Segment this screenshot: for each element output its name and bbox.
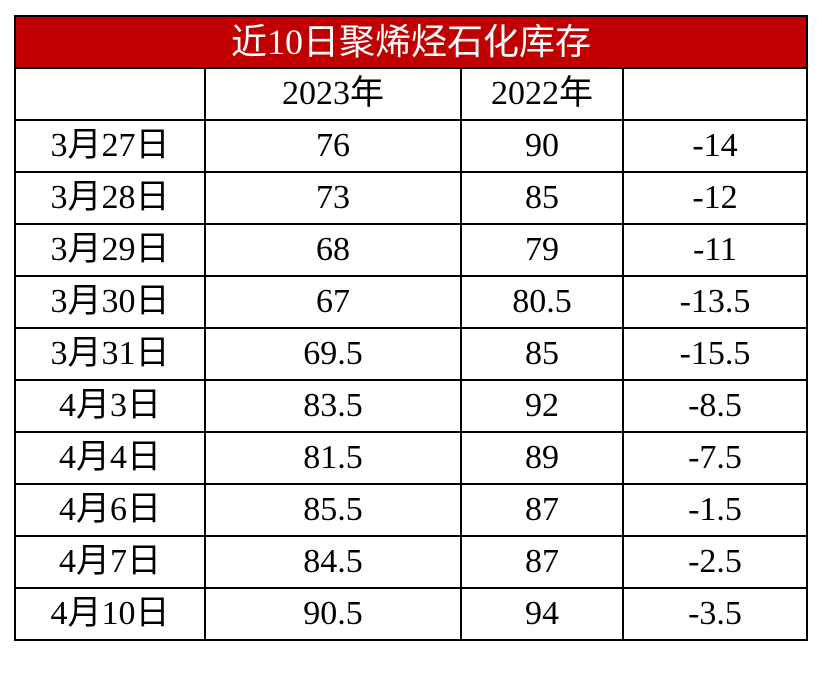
value-cell: 76 — [204, 119, 462, 173]
value-cell: 87 — [460, 535, 624, 589]
data-row: 3月27日 76 90 -14 — [14, 119, 808, 173]
value-cell: 94 — [460, 587, 624, 641]
value-cell: -8.5 — [622, 379, 808, 433]
header-cell — [14, 67, 206, 121]
value-cell: 85 — [460, 171, 624, 225]
value-cell: 87 — [460, 483, 624, 537]
data-row: 4月4日 81.5 89 -7.5 — [14, 431, 808, 485]
data-row: 4月6日 85.5 87 -1.5 — [14, 483, 808, 537]
header-row: 2023年 2022年 — [14, 67, 808, 121]
date-cell: 3月30日 — [14, 275, 206, 329]
value-cell: 79 — [460, 223, 624, 277]
date-cell: 4月10日 — [14, 587, 206, 641]
date-cell: 3月27日 — [14, 119, 206, 173]
value-cell: -1.5 — [622, 483, 808, 537]
data-row: 4月7日 84.5 87 -2.5 — [14, 535, 808, 589]
date-cell: 3月28日 — [14, 171, 206, 225]
value-cell: 90 — [460, 119, 624, 173]
data-row: 3月29日 68 79 -11 — [14, 223, 808, 277]
header-cell — [622, 67, 808, 121]
value-cell: -14 — [622, 119, 808, 173]
value-cell: -15.5 — [622, 327, 808, 381]
date-cell: 3月29日 — [14, 223, 206, 277]
table-title: 近10日聚烯烃石化库存 — [14, 15, 808, 69]
header-cell: 2023年 — [204, 67, 462, 121]
value-cell: 73 — [204, 171, 462, 225]
data-row: 3月31日 69.5 85 -15.5 — [14, 327, 808, 381]
value-cell: 67 — [204, 275, 462, 329]
value-cell: 85.5 — [204, 483, 462, 537]
data-row: 3月28日 73 85 -12 — [14, 171, 808, 225]
value-cell: -2.5 — [622, 535, 808, 589]
value-cell: 68 — [204, 223, 462, 277]
data-row: 4月3日 83.5 92 -8.5 — [14, 379, 808, 433]
value-cell: 83.5 — [204, 379, 462, 433]
data-row: 3月30日 67 80.5 -13.5 — [14, 275, 808, 329]
value-cell: -11 — [622, 223, 808, 277]
inventory-table: 近10日聚烯烃石化库存 2023年 2022年 3月27日 76 90 -14 3月28… — [14, 15, 808, 641]
value-cell: -3.5 — [622, 587, 808, 641]
value-cell: 92 — [460, 379, 624, 433]
date-cell: 4月7日 — [14, 535, 206, 589]
value-cell: 84.5 — [204, 535, 462, 589]
value-cell: -7.5 — [622, 431, 808, 485]
header-cell: 2022年 — [460, 67, 624, 121]
date-cell: 4月4日 — [14, 431, 206, 485]
title-row: 近10日聚烯烃石化库存 — [14, 15, 808, 69]
date-cell: 3月31日 — [14, 327, 206, 381]
value-cell: 81.5 — [204, 431, 462, 485]
value-cell: -12 — [622, 171, 808, 225]
value-cell: 80.5 — [460, 275, 624, 329]
value-cell: 69.5 — [204, 327, 462, 381]
value-cell: 85 — [460, 327, 624, 381]
value-cell: -13.5 — [622, 275, 808, 329]
date-cell: 4月3日 — [14, 379, 206, 433]
data-row: 4月10日 90.5 94 -3.5 — [14, 587, 808, 641]
value-cell: 89 — [460, 431, 624, 485]
value-cell: 90.5 — [204, 587, 462, 641]
date-cell: 4月6日 — [14, 483, 206, 537]
